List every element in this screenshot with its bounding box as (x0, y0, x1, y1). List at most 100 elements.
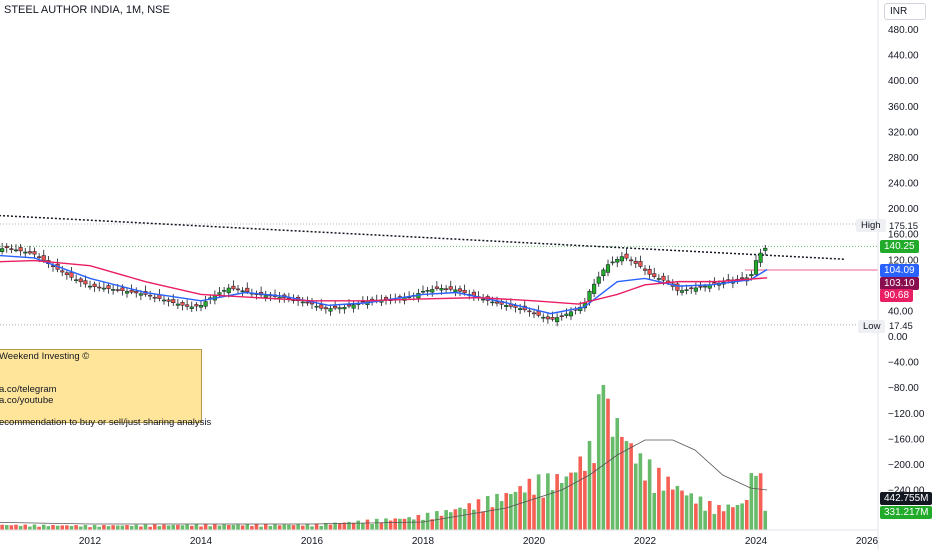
candle-body (323, 307, 328, 310)
volume-bar (32, 524, 37, 530)
high-label: High (856, 219, 886, 232)
candle-body (83, 280, 88, 285)
volume-bar (379, 522, 384, 530)
ma-slow-line (0, 259, 768, 305)
candle-body (333, 305, 338, 309)
candle-body (37, 256, 42, 258)
volume-bar (374, 518, 379, 530)
volume-bar (596, 394, 601, 530)
volume-bar (222, 524, 226, 530)
candle-body (101, 287, 106, 290)
price-tick-label: −240.00 (888, 486, 925, 497)
volume-bar (481, 511, 485, 530)
candle-body (92, 283, 97, 288)
candle-body (453, 289, 458, 293)
volume-bar (559, 483, 564, 530)
candle-body (120, 287, 125, 291)
volume-bar (319, 525, 324, 530)
candle-body (439, 287, 444, 291)
volume-bar (485, 496, 490, 530)
price-tick-label: −40.00 (888, 358, 919, 369)
volume-bar (430, 519, 435, 530)
candle-body (245, 287, 250, 293)
candle-body (50, 265, 56, 267)
volume-bar (384, 518, 388, 530)
candle-body (152, 296, 157, 299)
volume-bar (421, 519, 425, 530)
volume-bar (763, 510, 768, 530)
volume-bar (657, 467, 661, 530)
price-tick-label: 360.00 (888, 102, 919, 113)
volume-bar (513, 491, 518, 530)
candle-body (0, 248, 5, 252)
candle-body (180, 302, 185, 306)
volume-bar (666, 476, 670, 530)
volume-bar (615, 418, 620, 530)
candle-body (684, 289, 689, 291)
volume-bar (157, 526, 162, 530)
candle-body (13, 249, 19, 252)
candle-body (64, 272, 69, 275)
volume-bar (388, 520, 393, 530)
price-tick-label: 240.00 (888, 179, 919, 190)
candle-body (749, 274, 754, 277)
volume-bar (569, 472, 573, 530)
volume-bar (88, 527, 92, 530)
note-line: Weekend Investing © (0, 351, 90, 362)
candle-body (420, 290, 426, 293)
candle-body (536, 310, 541, 316)
volume-bar (9, 525, 14, 530)
volume-bar (707, 501, 712, 530)
note-line (0, 406, 201, 417)
currency-button[interactable]: INR (884, 3, 926, 20)
volume-bar (365, 519, 370, 530)
volume-bar (467, 503, 472, 530)
volume-bar (273, 524, 277, 530)
volume-bar (555, 474, 559, 530)
volume-bar (18, 525, 23, 530)
candle-body (629, 259, 634, 262)
ma-slow-badge: 90.68 (880, 289, 914, 302)
volume-bar (74, 525, 78, 530)
volume-bar (527, 478, 532, 530)
candle-body (568, 311, 574, 317)
candle-body (171, 299, 176, 303)
volume-bar (310, 526, 314, 530)
time-tick-label: 2022 (634, 536, 657, 547)
candle-body (319, 304, 324, 309)
volume-bar (129, 525, 134, 530)
volume-bar (263, 524, 268, 530)
volume-bar (532, 494, 536, 530)
candle-body (27, 251, 32, 254)
volume-bar (337, 523, 342, 530)
note-line: a.co/telegram (0, 384, 57, 395)
price-tick-label: 480.00 (888, 25, 919, 36)
candle-body (217, 292, 222, 295)
candle-body (457, 288, 463, 292)
volume-bar (250, 526, 254, 530)
volume-bar (518, 486, 522, 530)
volume-bar (550, 490, 555, 530)
volume-bar (652, 492, 657, 530)
volume-bar (14, 524, 18, 530)
volume-bar (703, 510, 707, 530)
volume-bar (504, 493, 509, 530)
price-tick-label: 400.00 (888, 76, 919, 87)
price-tick-label: 200.00 (888, 204, 919, 215)
volume-bar (226, 524, 231, 530)
time-tick-label: 2016 (301, 536, 324, 547)
volume-bar (102, 525, 106, 530)
volume-bar (721, 511, 726, 530)
volume-bar (407, 517, 411, 530)
candle-body (698, 286, 703, 288)
price-tick-label: 120.00 (888, 255, 919, 266)
candle-body (633, 260, 638, 264)
volume-bar (23, 524, 28, 530)
volume-bar (194, 524, 199, 530)
candle-body (328, 308, 333, 312)
volume-bar (282, 524, 287, 530)
candle-body (97, 286, 102, 289)
volume-bar (134, 524, 139, 530)
volume-bar (356, 520, 361, 530)
